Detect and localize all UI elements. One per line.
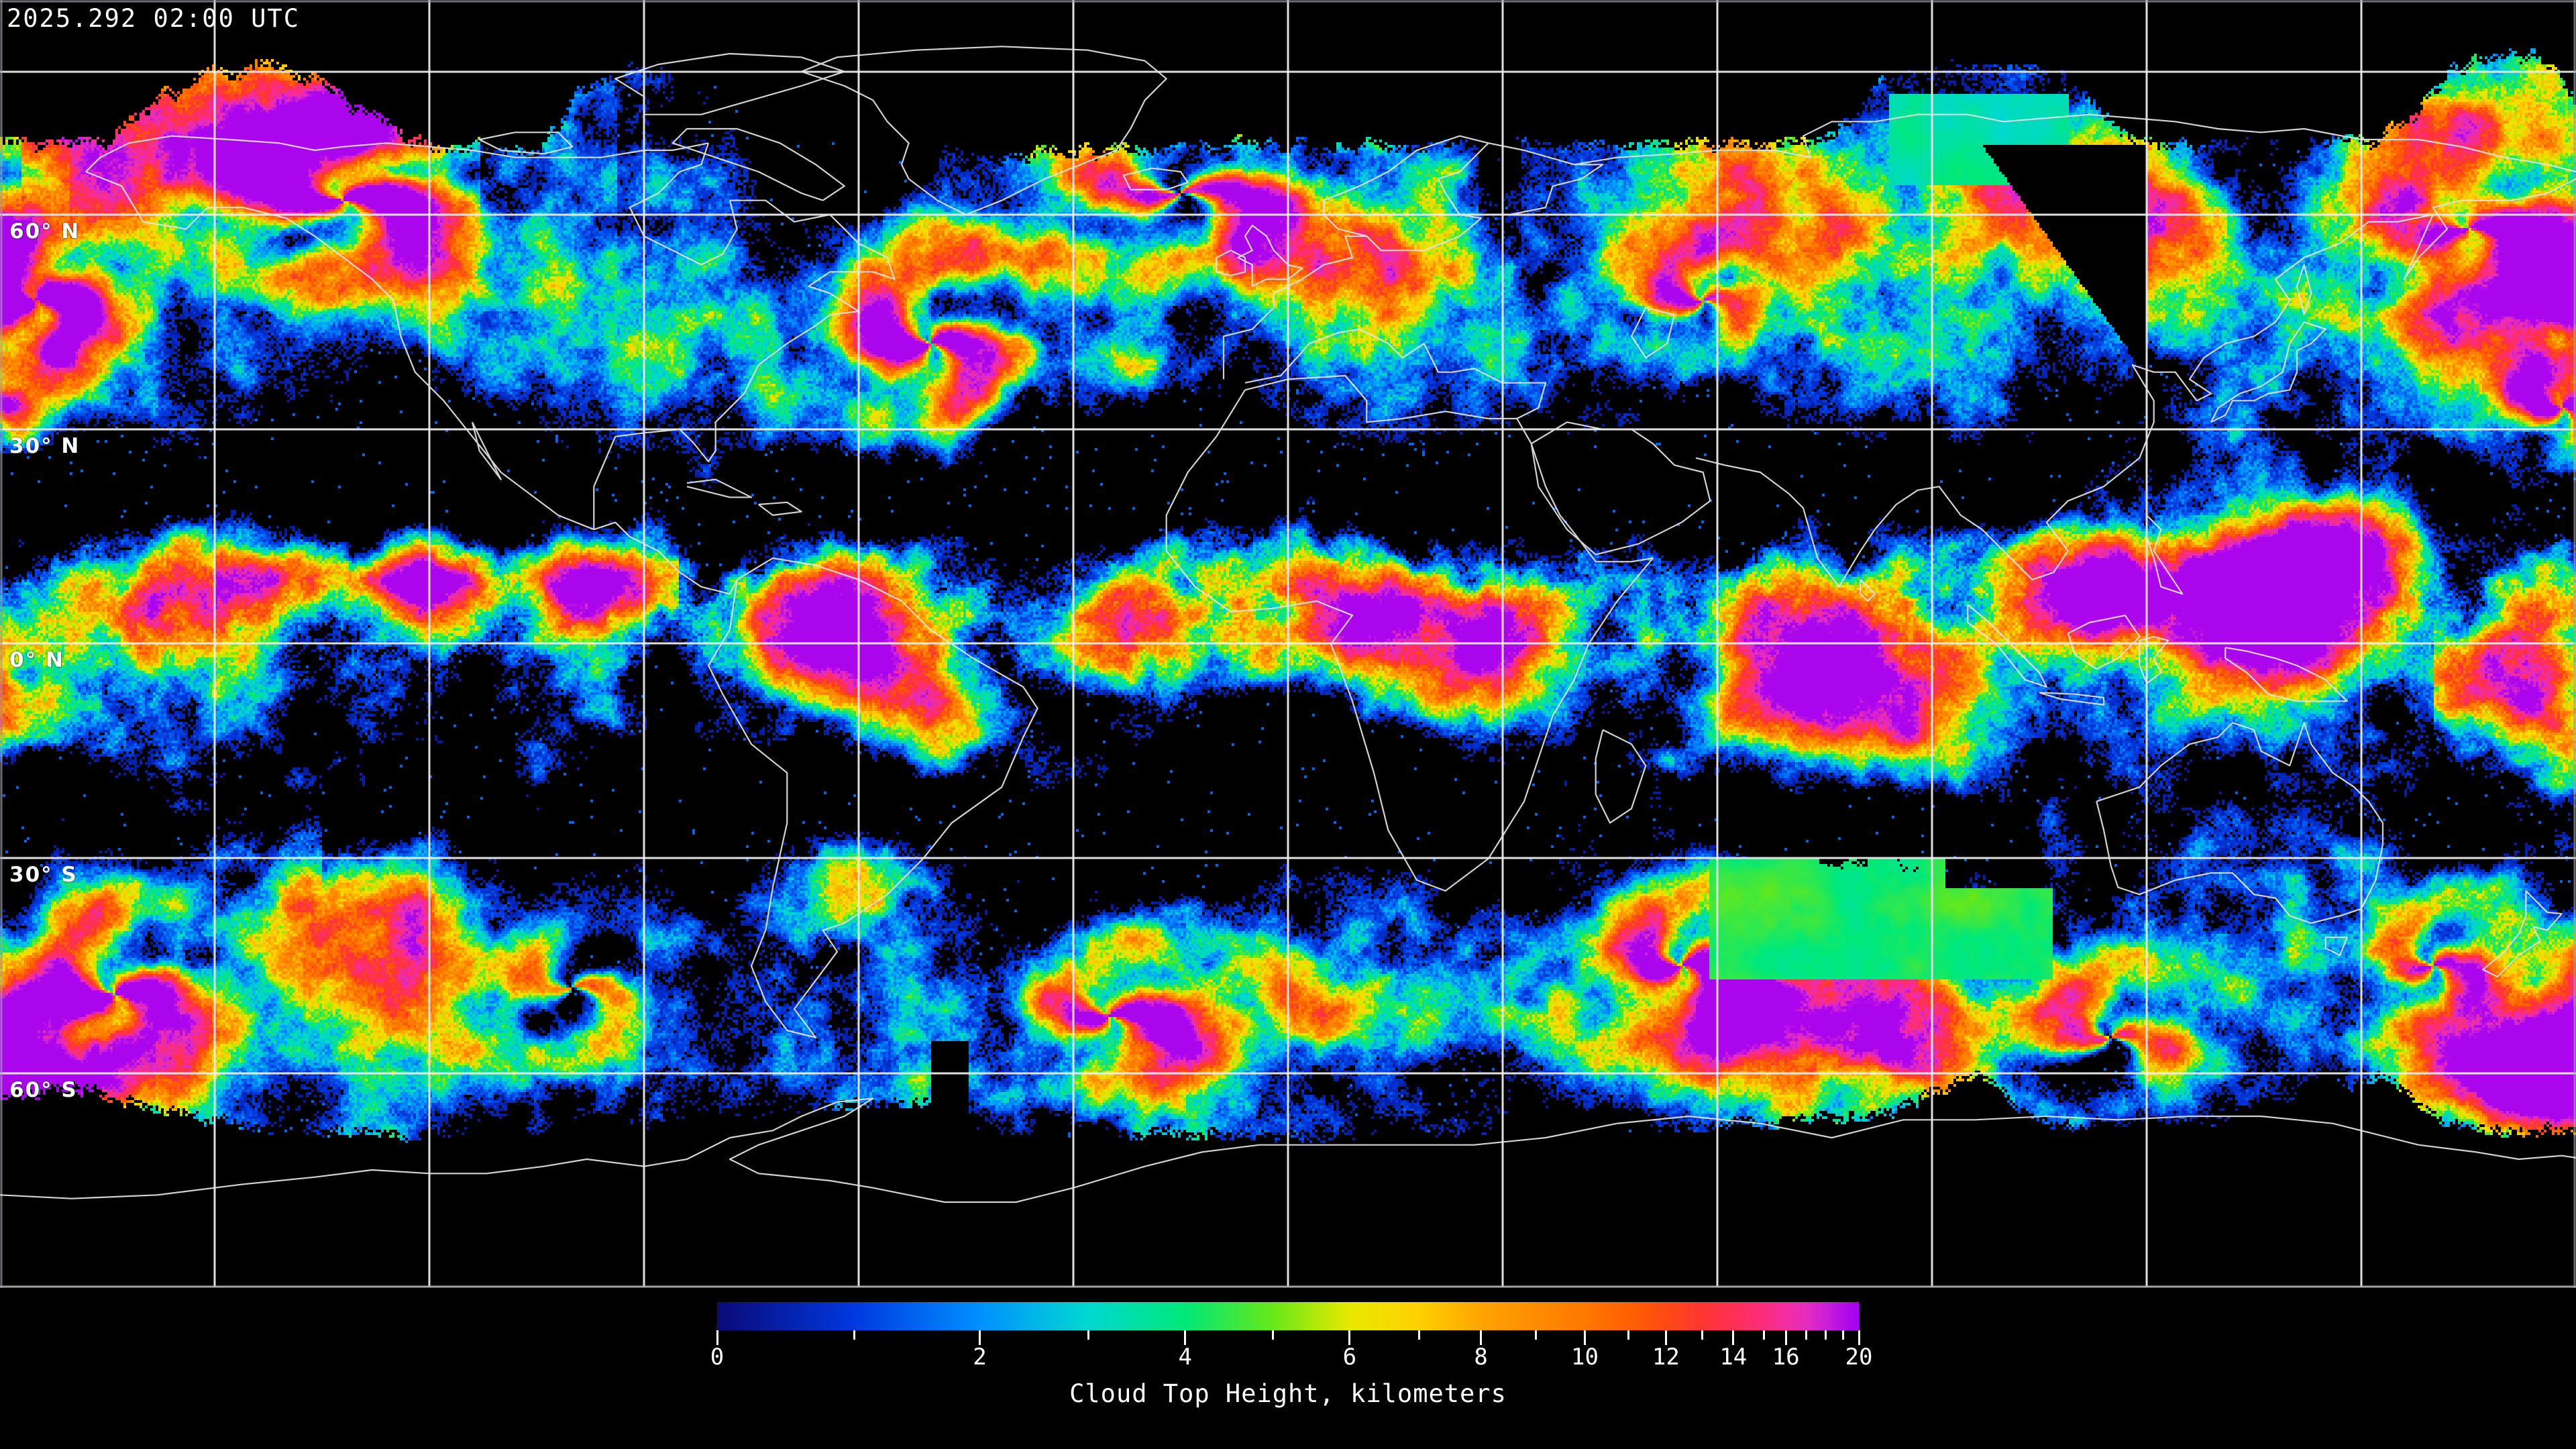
- colorbar-major-tick: [1664, 1330, 1667, 1345]
- colorbar-tick-label: 6: [1342, 1344, 1357, 1371]
- colorbar-tick-label: 12: [1652, 1344, 1680, 1371]
- graticule: [0, 0, 2576, 1288]
- colorbar-tick-label: 0: [710, 1344, 724, 1371]
- colorbar-major-tick: [1784, 1330, 1787, 1345]
- colorbar-title: Cloud Top Height, kilometers: [1069, 1379, 1507, 1408]
- colorbar-minor-tick: [1627, 1330, 1629, 1340]
- colorbar-minor-tick: [1841, 1330, 1844, 1340]
- latitude-label: 0° N: [9, 648, 64, 672]
- colorbar-minor-tick: [1087, 1330, 1089, 1340]
- colorbar-tick-label: 8: [1474, 1344, 1488, 1371]
- colorbar-major-tick: [1584, 1330, 1586, 1345]
- colorbar-minor-tick: [1701, 1330, 1704, 1340]
- colorbar-major-tick: [1858, 1330, 1860, 1345]
- colorbar-minor-tick: [1272, 1330, 1275, 1340]
- colorbar-gradient: [717, 1302, 1859, 1330]
- colorbar-major-tick: [1732, 1330, 1735, 1345]
- colorbar-tick-label: 10: [1571, 1344, 1599, 1371]
- latitude-label: 30° S: [9, 863, 78, 887]
- colorbar-tick-label: 16: [1772, 1344, 1800, 1371]
- latitude-label: 60° S: [9, 1078, 78, 1102]
- latitude-label: 60° N: [9, 219, 80, 244]
- colorbar-major-tick: [1480, 1330, 1483, 1345]
- colorbar-major-tick: [716, 1330, 718, 1345]
- colorbar-major-tick: [1348, 1330, 1351, 1345]
- colorbar-minor-tick: [1825, 1330, 1827, 1340]
- colorbar-major-tick: [979, 1330, 981, 1345]
- world-map: 2025.292 02:00 UTC 60° N 30° N 0° N 30° S 60…: [0, 0, 2576, 1288]
- colorbar-tick-label: 14: [1719, 1344, 1748, 1371]
- coastlines: [0, 46, 2576, 1203]
- colorbar-tick-label: 20: [1845, 1344, 1873, 1371]
- colorbar: 0 2 4 6 8 10 12 14 16 20 Cloud Top Height, kilome…: [0, 1288, 2576, 1449]
- colorbar-tick-label: 2: [973, 1344, 987, 1371]
- colorbar-minor-tick: [1805, 1330, 1808, 1340]
- timestamp: 2025.292 02:00 UTC: [7, 4, 300, 33]
- colorbar-minor-tick: [1418, 1330, 1421, 1340]
- colorbar-minor-tick: [1763, 1330, 1766, 1340]
- latitude-label: 30° N: [9, 434, 80, 458]
- graticule-coastline-overlay: [0, 0, 2576, 1288]
- colorbar-minor-tick: [853, 1330, 855, 1340]
- colorbar-tick-label: 4: [1178, 1344, 1193, 1371]
- colorbar-minor-tick: [1534, 1330, 1537, 1340]
- colorbar-major-tick: [1184, 1330, 1187, 1345]
